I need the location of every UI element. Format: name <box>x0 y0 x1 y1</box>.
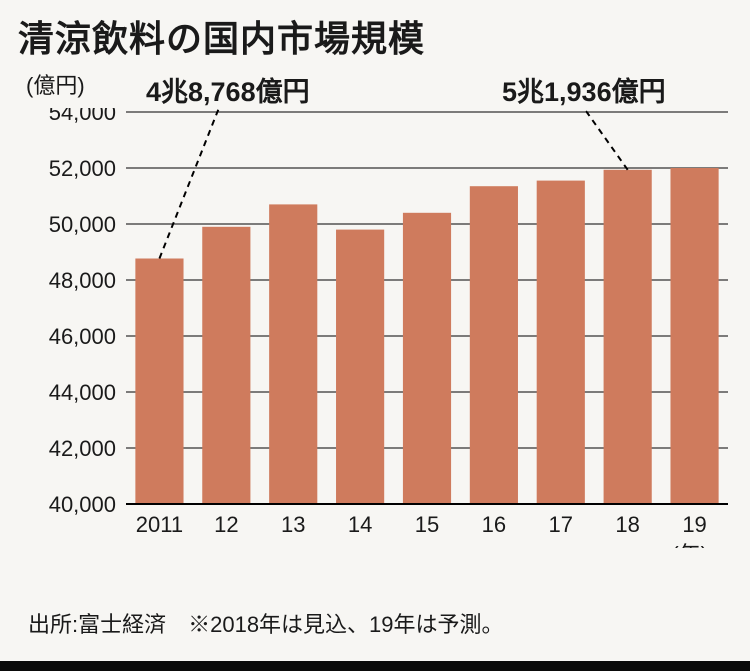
callout-right: 5兆1,936億円 <box>502 70 666 109</box>
x-tick-label: 16 <box>482 512 506 537</box>
bar <box>537 181 585 504</box>
bar <box>470 186 518 504</box>
callout-left: 4兆8,768億円 <box>146 70 310 109</box>
y-tick-label: 52,000 <box>49 156 116 181</box>
y-tick-label: 40,000 <box>49 492 116 517</box>
x-tick-label: 18 <box>615 512 639 537</box>
bar <box>269 204 317 504</box>
bar <box>336 230 384 504</box>
bar-chart: 40,000 42,000 44,000 46,000 48,000 50,000 52,0… <box>24 108 734 548</box>
bar <box>670 168 718 504</box>
y-tick-label: 54,000 <box>49 108 116 125</box>
bar <box>604 170 652 504</box>
x-tick-label: 15 <box>415 512 439 537</box>
x-tick-label: 17 <box>549 512 573 537</box>
y-tick-label: 42,000 <box>49 436 116 461</box>
callout-line <box>564 108 628 170</box>
chart-title: 清涼飲料の国内市場規模 <box>18 10 425 62</box>
bar <box>135 258 183 504</box>
bottom-strip <box>0 661 750 671</box>
bar <box>403 213 451 504</box>
x-tick-label: 2011 <box>136 512 183 537</box>
source-note: 出所:富士経済 ※2018年は見込、19年は予測。 <box>28 607 504 639</box>
x-axis-unit: (年) <box>671 542 708 548</box>
x-tick-label: 12 <box>214 512 238 537</box>
x-tick-label: 14 <box>348 512 372 537</box>
y-tick-label: 44,000 <box>49 380 116 405</box>
y-axis-unit: (億円) <box>26 68 85 100</box>
y-tick-label: 48,000 <box>49 268 116 293</box>
x-tick-label: 13 <box>281 512 305 537</box>
bar <box>202 227 250 504</box>
x-tick-label: 19 <box>682 512 706 537</box>
y-tick-label: 46,000 <box>49 324 116 349</box>
y-tick-label: 50,000 <box>49 212 116 237</box>
